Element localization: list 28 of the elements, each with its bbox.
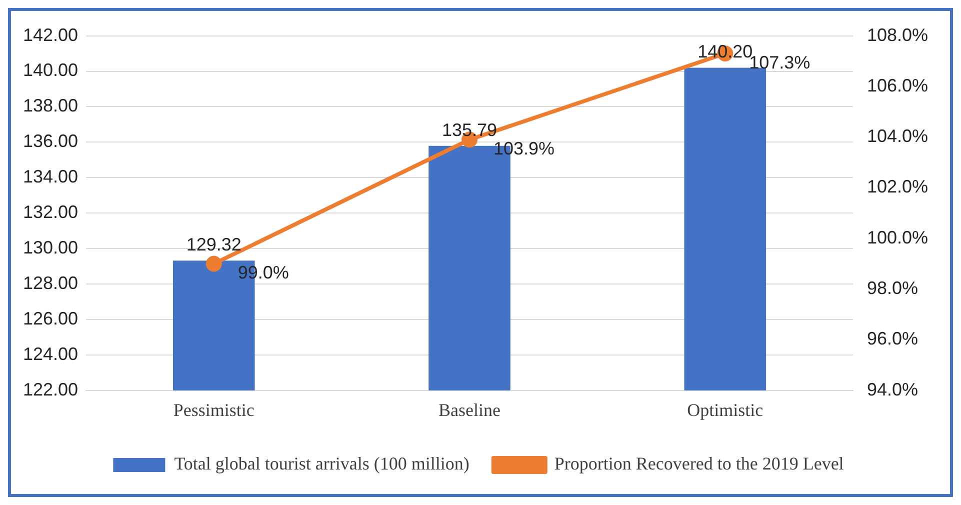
y-tick-label: 138.00 [22, 96, 78, 116]
y2-tick-label: 96.0% [866, 328, 918, 349]
y-tick-label: 130.00 [22, 238, 78, 258]
data-label: 103.9% [494, 138, 555, 159]
y-tick-label: 128.00 [22, 272, 78, 293]
legend-label: Total global tourist arrivals (100 million) [174, 454, 470, 474]
x-tick-label: Optimistic [687, 400, 764, 420]
y-tick-label: 132.00 [22, 202, 78, 222]
y2-tick-label: 102.0% [866, 176, 928, 197]
data-label: 129.32 [186, 234, 242, 255]
y-tick-label: 136.00 [22, 131, 78, 152]
y-tick-label: 134.00 [22, 166, 78, 187]
y-tick-label: 124.00 [22, 344, 78, 364]
data-label: 135.79 [442, 120, 498, 140]
point [206, 256, 222, 272]
y2-tick-label: 94.0% [866, 379, 918, 400]
x-tick-label: Baseline [438, 400, 500, 420]
y-tick-label: 122.00 [22, 379, 78, 400]
y2-tick-label: 100.0% [866, 227, 928, 248]
y2-tick-label: 104.0% [866, 126, 928, 146]
x-tick-label: Pessimistic [173, 400, 254, 420]
y-tick-label: 140.00 [22, 60, 78, 80]
y2-tick-label: 108.0% [866, 24, 928, 45]
y2-tick-label: 98.0% [866, 278, 918, 298]
legend-label: Proportion Recovered to the 2019 Level [554, 454, 844, 474]
y-tick-label: 142.00 [22, 24, 78, 45]
y2-tick-label: 106.0% [866, 75, 928, 96]
y-tick-label: 126.00 [22, 308, 78, 328]
